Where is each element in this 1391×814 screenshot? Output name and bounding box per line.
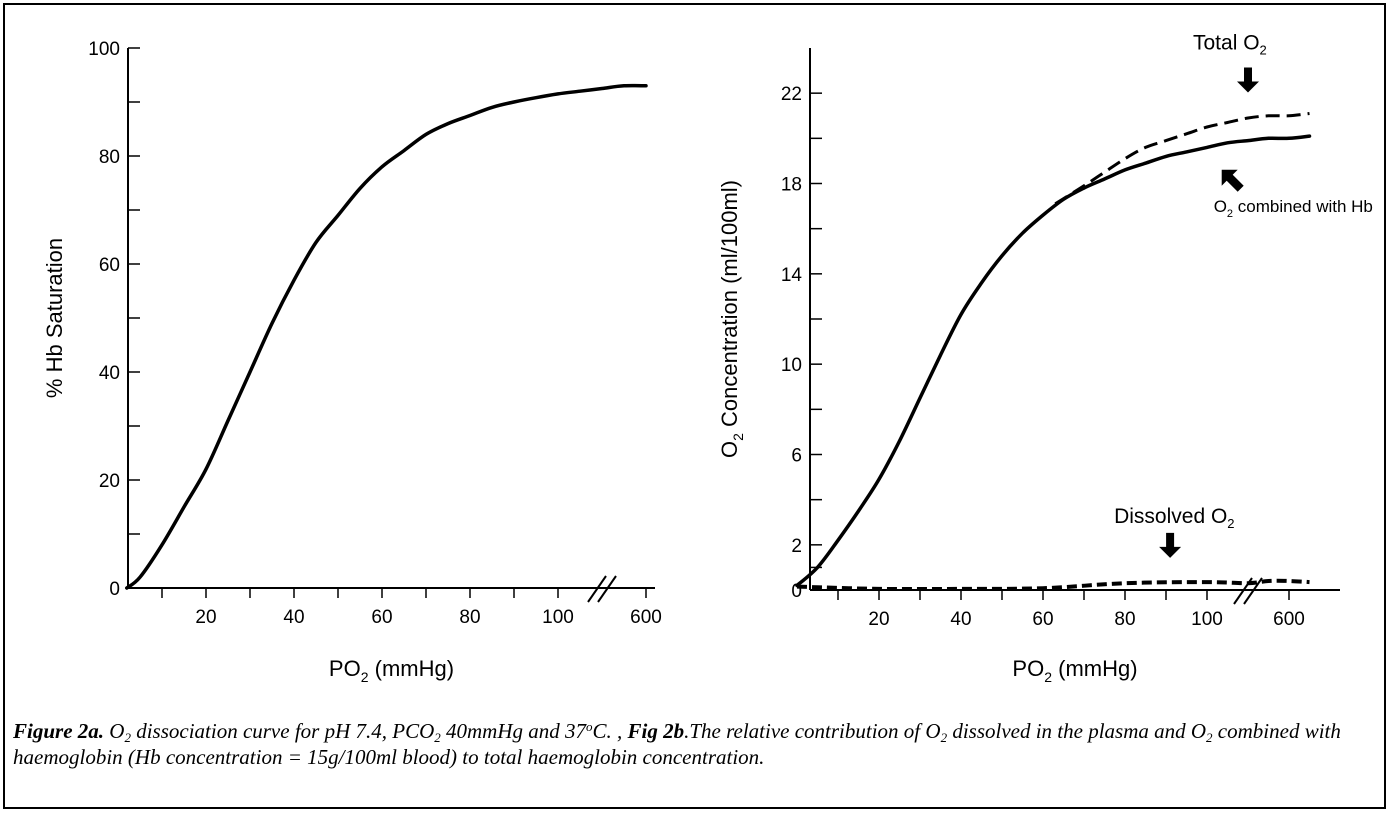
caption-text-7: combined with haemoglobin (Hb concentrat… <box>13 719 1341 769</box>
y-tick-label: 6 <box>791 446 802 467</box>
y-axis-title: % Hb Saturation <box>42 238 67 398</box>
caption-text-1: O <box>104 719 125 743</box>
annotation-text-main: O <box>1214 197 1227 216</box>
x-axis-title-main: PO <box>1012 656 1044 681</box>
annotation-text-sub: 2 <box>1227 208 1233 220</box>
y-tick-label: 2 <box>791 536 802 557</box>
x-tick-label: 80 <box>1114 609 1135 630</box>
caption-text-4: C. , <box>592 719 628 743</box>
caption-sub-3: 2 <box>940 730 948 745</box>
y-axis-title-rest: Concentration (ml/100ml) <box>717 180 742 433</box>
y-tick-label: 0 <box>791 581 802 602</box>
y-tick-label: 40 <box>99 363 120 384</box>
down-arrow-icon <box>1237 67 1259 93</box>
caption-text-3: 40mmHg and 37 <box>440 719 586 743</box>
x-tick-label: 20 <box>868 609 889 630</box>
x-tick-label: 600 <box>630 607 662 628</box>
x-tick-label: 600 <box>1273 609 1305 630</box>
series-line-solid <box>125 83 648 590</box>
y-tick-label: 80 <box>99 147 120 168</box>
annotation-text: Dissolved O2 <box>1114 505 1234 531</box>
annotation-text-rest: combined with Hb <box>1233 197 1373 216</box>
axis-break-mark <box>587 575 617 603</box>
x-tick-label: 60 <box>371 607 392 628</box>
y-tick-label: 22 <box>781 84 802 105</box>
x-tick-label: 60 <box>1032 609 1053 630</box>
x-axis-title: PO2 (mmHg) <box>329 656 454 685</box>
caption-text-2: dissociation curve for pH 7.4, PCO <box>130 719 435 743</box>
axis-break-line <box>597 575 617 603</box>
axis-break-line <box>1243 577 1263 605</box>
annotation-total: Total O2 <box>1193 31 1267 93</box>
x-axis-title-rest: (mmHg) <box>369 656 455 681</box>
y-tick-label: 20 <box>99 471 120 492</box>
x-tick-label: 100 <box>542 607 574 628</box>
series-line-dotted <box>796 578 1310 592</box>
y-tick-label: 10 <box>781 355 802 376</box>
x-tick-label: 40 <box>283 607 304 628</box>
caption-text-5: .The relative contribution of O <box>684 719 941 743</box>
series-line-dashed <box>1054 112 1310 206</box>
annotation-text-main: Total O <box>1193 31 1260 54</box>
x-axis-title-sub: 2 <box>1044 669 1052 685</box>
x-axis-title: PO2 (mmHg) <box>1012 656 1137 685</box>
caption-sub-2: 2 <box>434 730 441 745</box>
down-arrow-icon <box>1159 532 1182 558</box>
series-line-solid <box>795 134 1312 588</box>
y-axis-title-text: % Hb Saturation <box>42 238 67 398</box>
caption-fig2b-label: Fig 2b <box>627 719 685 743</box>
caption-fig2a-label: Figure 2a. <box>13 719 105 743</box>
caption-sub-4: 2 <box>1206 730 1213 745</box>
up-left-arrow-icon <box>1221 169 1244 192</box>
y-axis-title: O2 Concentration (ml/100ml) <box>717 180 746 458</box>
x-axis-title-rest: (mmHg) <box>1052 656 1138 681</box>
y-tick-label: 60 <box>99 255 120 276</box>
x-tick-label: 80 <box>459 607 480 628</box>
figure-frame <box>3 3 1386 809</box>
y-tick-label: 14 <box>781 265 803 286</box>
annotation-text-main: Dissolved O <box>1114 505 1227 528</box>
axis-break-line <box>587 575 607 603</box>
annotation-text: O2 combined with Hb <box>1214 197 1373 220</box>
x-axis-title-main: PO <box>329 656 361 681</box>
y-axis-title-sub: 2 <box>730 433 746 441</box>
y-tick-label: 18 <box>781 175 802 196</box>
annotation-dissolved: Dissolved O2 <box>1114 505 1235 558</box>
y-tick-label: 100 <box>88 39 120 60</box>
annotation-text-sub: 2 <box>1227 516 1234 531</box>
chart-panel-fig2a: 0 20 40 60 80 100 20 40 60 80 100 600 PO2 (mmHg) % Hb… <box>42 39 662 685</box>
x-tick-label: 40 <box>950 609 971 630</box>
x-tick-label: 20 <box>195 607 216 628</box>
x-axis-title-sub: 2 <box>361 669 369 685</box>
annotation-combined: O2 combined with Hb <box>1214 169 1373 220</box>
figure-caption: Figure 2a. O2 dissociation curve for pH … <box>13 718 1378 770</box>
annotation-text: Total O2 <box>1193 31 1267 57</box>
caption-text-6: dissolved in the plasma and O <box>947 719 1207 743</box>
y-tick-label: 0 <box>109 579 120 600</box>
x-tick-label: 100 <box>1191 609 1223 630</box>
y-axis-title-main: O <box>717 441 742 458</box>
caption-sup-1: o <box>586 719 593 734</box>
caption-sub-1: 2 <box>124 730 131 745</box>
annotation-text-sub: 2 <box>1260 42 1267 57</box>
